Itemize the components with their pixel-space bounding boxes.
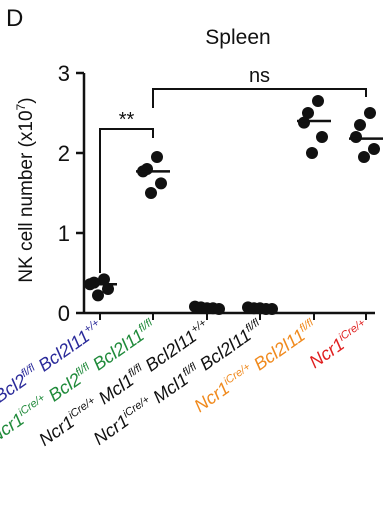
data-point [350, 131, 362, 143]
data-point [98, 273, 110, 286]
data-point [102, 283, 114, 295]
x-category-label: Ncr1iCre/+ [305, 317, 372, 373]
data-point [155, 177, 167, 190]
panel-letter: D [6, 5, 23, 32]
data-point [358, 151, 370, 163]
significance-bracket [152, 88, 367, 108]
y-axis-label: NK cell number (x107) [14, 97, 37, 282]
data-point [316, 131, 328, 143]
significance-bracket [99, 128, 154, 273]
y-tick-label: 1 [58, 221, 70, 246]
label-superscript: iCre/+ [337, 317, 369, 344]
data-point [145, 187, 157, 199]
y-axis-label-exp: 7 [14, 103, 28, 110]
data-point [306, 147, 318, 159]
y-axis-label-main: NK cell number (x10 [16, 110, 37, 282]
data-point [368, 143, 380, 155]
y-tick-label: 0 [58, 301, 70, 326]
label-gene: Bcl2l11 [246, 325, 309, 377]
data-point [312, 95, 324, 107]
data-point [92, 289, 104, 302]
y-tick-label: 3 [58, 61, 70, 86]
data-point [354, 119, 366, 131]
data-point [298, 116, 310, 129]
significance-label: ns [249, 65, 270, 87]
significance-label: ** [119, 109, 135, 131]
data-point [151, 151, 163, 163]
data-point [302, 107, 314, 119]
y-axis-label-close: ) [16, 97, 37, 103]
y-tick-label: 2 [58, 141, 70, 166]
data-point [364, 107, 376, 119]
chart-title: Spleen [205, 26, 270, 49]
